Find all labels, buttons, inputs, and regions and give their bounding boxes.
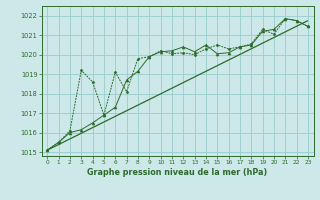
X-axis label: Graphe pression niveau de la mer (hPa): Graphe pression niveau de la mer (hPa) (87, 168, 268, 177)
